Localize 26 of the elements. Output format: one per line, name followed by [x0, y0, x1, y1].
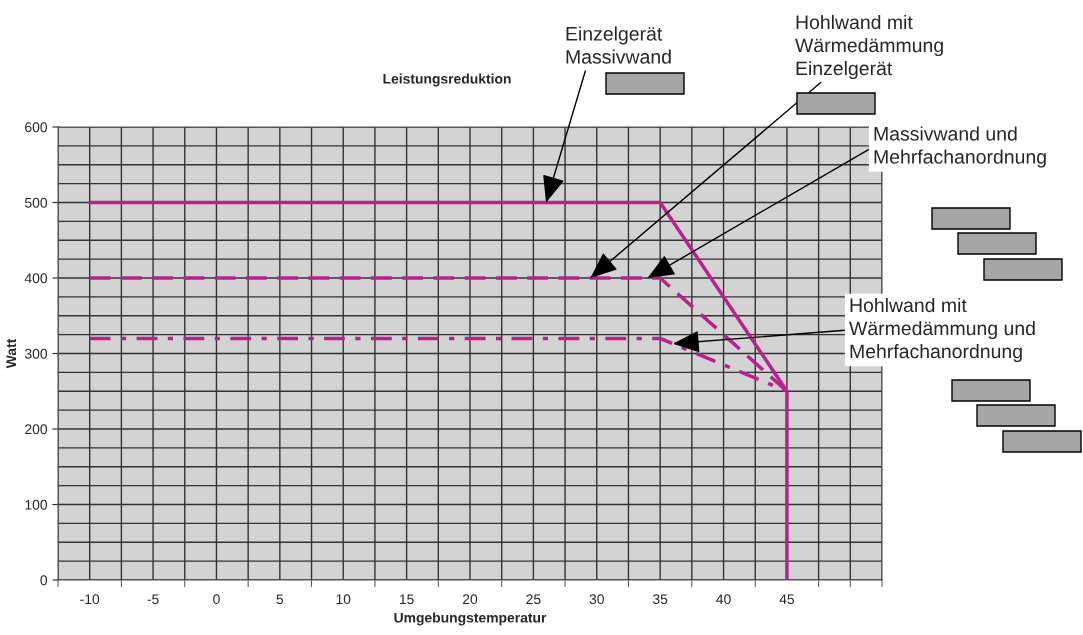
y-tick-label: 100 — [25, 499, 48, 510]
x-tick-label: 45 — [779, 594, 795, 605]
y-tick-label: 400 — [24, 273, 48, 284]
x-tick-label: 40 — [716, 594, 731, 605]
annotation: Hohlwand mit Wärmedämmung Einzelgerät — [795, 14, 943, 80]
x-tick-label: 35 — [652, 594, 668, 605]
x-tick-label: -5 — [147, 594, 159, 605]
chart-title: Leistungsreduktion — [383, 73, 511, 87]
y-tick-label: 0 — [40, 575, 48, 586]
x-tick-label: 20 — [462, 594, 478, 605]
annotation: Massivwand und Mehrfachanordnung — [874, 126, 1046, 168]
y-tick-label: 500 — [24, 197, 48, 208]
y-axis-title: Watt — [6, 338, 17, 369]
annotation: Einzelgerät Massivwand — [566, 26, 671, 64]
x-tick-label: -10 — [80, 594, 100, 605]
x-tick-label: 25 — [526, 594, 541, 605]
x-tick-label: 15 — [399, 594, 414, 605]
x-axis-title: Umgebungstemperatur — [394, 612, 547, 626]
y-tick-label: 300 — [24, 348, 48, 359]
x-tick-label: 30 — [589, 594, 604, 605]
annotation: Hohlwand mit Wärmedämmung und Mehrfachanordnung — [849, 297, 1035, 363]
x-tick-label: 5 — [276, 594, 284, 605]
y-tick-label: 600 — [25, 122, 48, 133]
x-tick-label: 0 — [213, 594, 220, 605]
y-tick-label: 200 — [25, 424, 48, 435]
x-tick-label: 10 — [336, 594, 351, 605]
